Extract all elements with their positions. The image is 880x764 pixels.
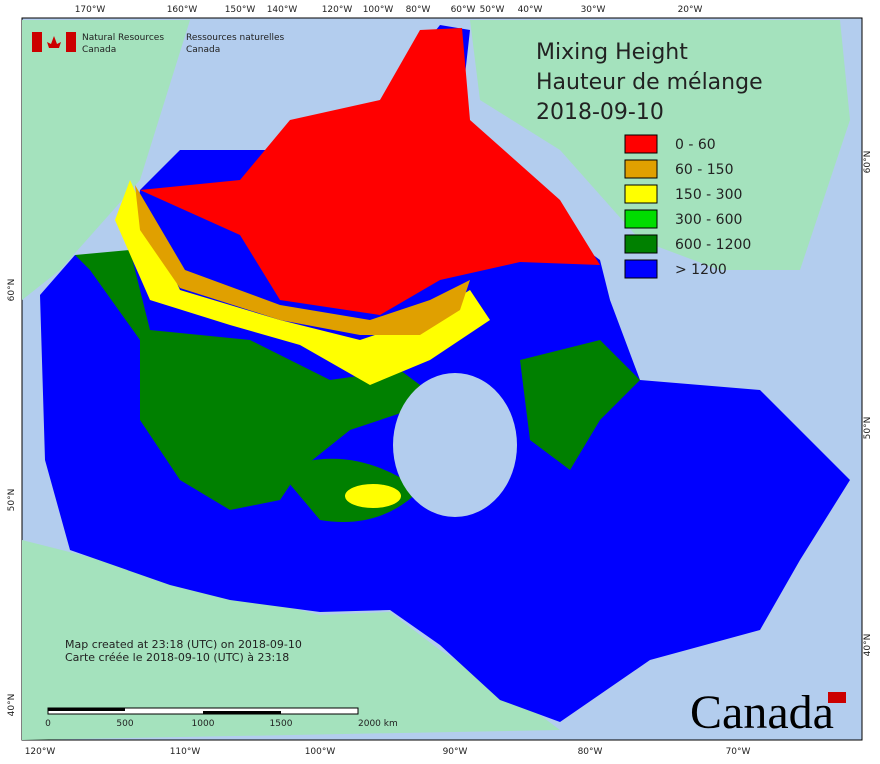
flag-right xyxy=(66,32,76,52)
legend-swatch xyxy=(624,184,658,204)
credit-line: Carte créée le 2018-09-10 (UTC) à 23:18 xyxy=(65,651,289,664)
scale-label: 0 xyxy=(45,719,51,729)
zone-orange xyxy=(135,185,470,335)
top-axis-label: 100°W xyxy=(363,5,394,15)
top-axis-label: 170°W xyxy=(75,5,106,15)
legend-label: > 1200 xyxy=(675,262,727,278)
agency-fr: Ressources naturelles xyxy=(186,33,285,43)
bottom-axis-label: 70°W xyxy=(726,747,751,757)
legend-swatch xyxy=(624,209,658,229)
top-axis-label: 120°W xyxy=(322,5,353,15)
scale-label: 500 xyxy=(116,719,133,729)
flag-left xyxy=(32,32,42,52)
map-title: Hauteur de mélange xyxy=(536,70,763,95)
greenland xyxy=(470,20,850,270)
legend-label: 150 - 300 xyxy=(675,187,742,203)
top-axis-label: 80°W xyxy=(406,5,431,15)
zone-yellow-spot xyxy=(345,484,401,508)
scale-seg xyxy=(203,711,281,714)
alaska xyxy=(22,20,190,300)
top-axis-label: 60°W xyxy=(451,5,476,15)
right-axis-label: 40°N xyxy=(863,634,873,657)
legend-swatch xyxy=(624,234,658,254)
agency-fr-2: Canada xyxy=(186,45,220,55)
top-axis-label: 150°W xyxy=(225,5,256,15)
top-axis-label: 30°W xyxy=(581,5,606,15)
agency-en-2: Canada xyxy=(82,45,116,55)
scale-seg xyxy=(48,708,125,711)
left-axis-label: 50°N xyxy=(7,489,17,512)
bottom-axis-label: 80°W xyxy=(578,747,603,757)
zone-green-quebec xyxy=(520,340,640,470)
top-axis-label: 20°W xyxy=(678,5,703,15)
wordmark-flag xyxy=(828,692,846,703)
legend-label: 0 - 60 xyxy=(675,137,716,153)
legend-swatch xyxy=(624,159,658,179)
bottom-axis-label: 110°W xyxy=(170,747,201,757)
flag-leaf xyxy=(47,36,61,48)
bottom-axis-label: 90°W xyxy=(443,747,468,757)
map-title: 2018-09-10 xyxy=(536,100,664,125)
right-axis-label: 50°N xyxy=(863,417,873,440)
zone-red xyxy=(140,28,600,315)
legend-label: 60 - 150 xyxy=(675,162,734,178)
map-title: Mixing Height xyxy=(536,40,688,65)
legend-label: 600 - 1200 xyxy=(675,237,751,253)
top-axis-label: 40°W xyxy=(518,5,543,15)
credit-line: Map created at 23:18 (UTC) on 2018-09-10 xyxy=(65,638,302,651)
left-axis-label: 40°N xyxy=(7,694,17,717)
usa xyxy=(22,540,560,740)
legend-swatch xyxy=(624,259,658,279)
legend-swatch xyxy=(624,134,658,154)
bottom-axis-label: 100°W xyxy=(305,747,336,757)
agency-en: Natural Resources xyxy=(82,33,164,43)
scale-label: 2000 km xyxy=(358,719,398,729)
scale-label: 1000 xyxy=(192,719,215,729)
bottom-axis-label: 120°W xyxy=(25,747,56,757)
right-axis-label: 60°N xyxy=(863,151,873,174)
top-axis-label: 140°W xyxy=(267,5,298,15)
hudson-bay xyxy=(393,373,517,517)
scale-label: 1500 xyxy=(270,719,293,729)
left-axis-label: 60°N xyxy=(7,279,17,302)
top-axis-label: 50°W xyxy=(480,5,505,15)
legend-label: 300 - 600 xyxy=(675,212,742,228)
top-axis-label: 160°W xyxy=(167,5,198,15)
zone-green xyxy=(75,250,440,510)
wordmark: Canada xyxy=(690,686,834,739)
